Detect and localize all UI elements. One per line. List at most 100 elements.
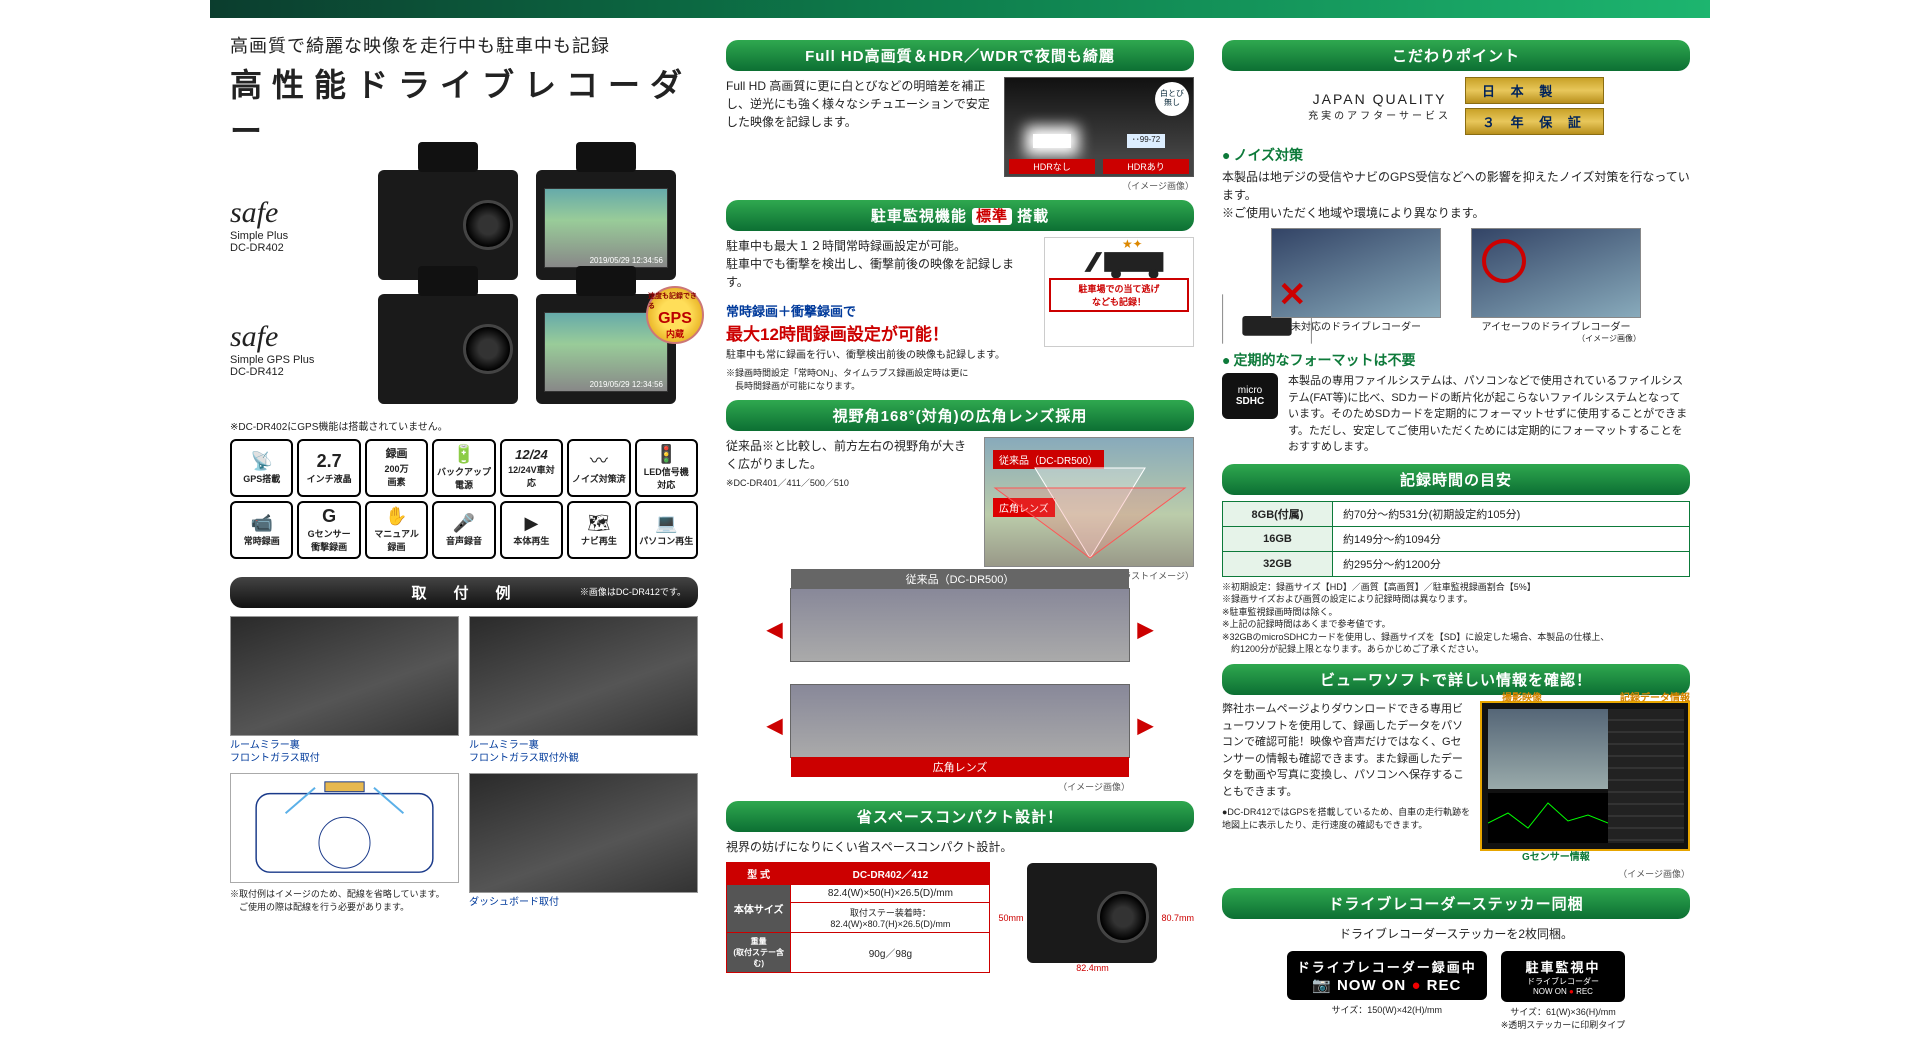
install-photo-exterior [469, 616, 698, 736]
viewer-gsensor-graph [1488, 793, 1608, 843]
badge-made-in-japan: 日 本 製 [1465, 77, 1604, 104]
microsdhc-icon: micro SDHC [1222, 373, 1278, 419]
right-column: こだわりポイント JAPAN QUALITY 充実のアフターサービス 日 本 製… [1222, 32, 1690, 1031]
dim-w: 82.4mm [1027, 963, 1157, 973]
install-diagram [230, 773, 459, 883]
arrow-left-icon: ◀ [767, 713, 782, 738]
hdr-tag-on: HDRあり [1103, 159, 1189, 174]
sec-points-header: こだわりポイント [1222, 40, 1690, 71]
arrow-right-icon: ▶ [1138, 617, 1153, 642]
spec-th: 重量 (取付ステー含む) [727, 933, 791, 973]
sec-parking-header: 駐車監視機能 標準 搭載 駐車監視機能 標準 搭載 [726, 200, 1194, 231]
parking-note: ※録画時間設定「常時ON」、タイムラプス録画設定時は更に 長時間録画が可能になり… [726, 367, 1034, 392]
sticker-lead: ドライブレコーダーステッカーを2枚同梱。 [1222, 925, 1690, 943]
feature-playback: ▶本体再生 [500, 501, 563, 559]
feature-label: バックアップ電源 [436, 465, 491, 491]
viewer-screenshot: 撮影映像 記録データ情報 Gセンサー情報 [1480, 701, 1690, 851]
compare-old-label: 従来品（DC-DR500） [791, 569, 1129, 589]
pixel-icon: 録画 [386, 449, 408, 460]
sticker-parking: 駐車監視中 ドライブレコーダーNOW ON ● REC [1501, 951, 1626, 1002]
spec-th: 本体サイズ [727, 885, 791, 933]
model-logo: safe Simple GPS Plus DC-DR412 [230, 320, 360, 378]
image-caption: （イメージ画像） [790, 780, 1130, 793]
compact-lead: 視界の妨げになりにくい省スペースコンパクト設計。 [726, 838, 1194, 856]
camera-front-image [378, 170, 518, 280]
lens-compare-stack: 従来品（DC-DR500） ◀▶ ◀▶ 広角レンズ （イメージ画像） [790, 588, 1130, 793]
sec-compact-header: 省スペースコンパクト設計！ [726, 801, 1194, 832]
feature-gsensor: GGセンサー 衝撃録画 [297, 501, 360, 559]
noise-image-bad [1271, 228, 1441, 318]
rec-td: 約149分～約1094分 [1333, 526, 1690, 551]
rec-th: 16GB [1223, 526, 1333, 551]
satellite-icon: 📡 [251, 452, 273, 470]
lens-body: 従来品※と比較し、前方左右の視野角が大きく広がりました。 [726, 437, 974, 473]
sticker-recording: ドライブレコーダー録画中 📷 NOW ON ● REC [1287, 951, 1487, 1000]
gps-badge-top: 速度も記録できる [648, 291, 702, 311]
parking-illust-redbox: 駐車場での当て逃げ なども記録！ [1049, 278, 1189, 312]
parking-body-2: 駐車中も常に録画を行い、衝撃検出前後の映像も記録します。 [726, 348, 1034, 363]
feature-label: 200万 画素 [385, 462, 409, 488]
gps-badge-mid: GPS [658, 311, 692, 327]
parking-line-blue: 常時録画＋衝撃録画で [726, 301, 1034, 320]
viewer-label-video: 撮影映像 [1502, 689, 1542, 704]
feature-navi: 🗺ナビ再生 [567, 501, 630, 559]
feature-label: 音声録音 [446, 534, 482, 547]
parking-illustration: ★✦ 駐車場での当て逃げ なども記録！ ●REC [1044, 237, 1194, 347]
rec-dot-icon: ● [1411, 977, 1421, 994]
parking-body-1: 駐車中も最大１２時間常時録画設定が可能。 駐車中でも衝撃を検出し、衝撃前後の映像… [726, 237, 1034, 291]
standard-badge: 標準 [972, 208, 1012, 225]
dim-h2: 50mm [998, 913, 1023, 923]
install-row-2: ※取付例はイメージのため、配線を省略しています。 ご使用の際は配線を行う必要があ… [230, 773, 698, 913]
feature-gps: 📡GPS搭載 [230, 439, 293, 497]
sec-lens-header: 視野角168°(対角)の広角レンズ採用 [726, 400, 1194, 431]
noise-image-good [1471, 228, 1641, 318]
japan-quality-row: JAPAN QUALITY 充実のアフターサービス 日 本 製 ３ 年 保 証 [1222, 77, 1690, 135]
hdr-tag-off: HDRなし [1009, 159, 1095, 174]
feature-lcd: 2.7 インチ液晶 [297, 439, 360, 497]
lcd-size-icon: 2.7 [317, 452, 342, 470]
install-row-1: ルームミラー裏 フロントガラス取付 ルームミラー裏 フロントガラス取付外観 [230, 616, 698, 765]
install-caption: ルームミラー裏 フロントガラス取付外観 [469, 739, 698, 765]
compare-new-label: 広角レンズ [791, 757, 1129, 777]
viewer-label-data: 記録データ情報 [1620, 689, 1690, 704]
sd-bot: SDHC [1236, 396, 1264, 407]
japan-quality-text: JAPAN QUALITY 充実のアフターサービス [1308, 91, 1451, 122]
feature-label: 12/24V車対応 [504, 463, 559, 489]
lens-illustration: 従来品（DC-DR500） 広角レンズ [984, 437, 1194, 567]
feature-backup: 🔋バックアップ電源 [432, 439, 495, 497]
feature-label: 本体再生 [513, 534, 549, 547]
camera-back-image: 2019/05/29 12:34:56 [536, 170, 676, 280]
feature-led: 🚦LED信号機 対応 [635, 439, 698, 497]
compare-old-image: 従来品（DC-DR500） ◀▶ [790, 588, 1130, 662]
viewer-data-list [1608, 709, 1684, 843]
install-caption: ダッシュボード取付 [469, 896, 698, 909]
jq-sub: 充実のアフターサービス [1308, 107, 1451, 122]
map-icon: 🗺 [587, 514, 610, 532]
feature-label: 常時録画 [244, 534, 280, 547]
top-gradient-banner [210, 0, 1710, 18]
tagline-large: 高性能ドライブレコーダー [230, 60, 698, 152]
viewer-note: ●DC-DR412ではGPSを搭載しているため、自車の走行軌跡を地図上に表示した… [1222, 806, 1472, 831]
traffic-light-icon: 🚦 [655, 445, 677, 463]
model-code: DC-DR402 [230, 242, 360, 254]
feature-pc: 💻パソコン再生 [635, 501, 698, 559]
rectime-table: 8GB(付属)約70分～約531分(初期設定約105分) 16GB約149分～約… [1222, 501, 1690, 577]
viewer-label-gsensor: Gセンサー情報 [1522, 848, 1590, 863]
mic-icon: 🎤 [453, 514, 475, 532]
feature-label: パソコン再生 [639, 534, 693, 547]
install-disclaimer: ※取付例はイメージのため、配線を省略しています。 ご使用の際は配線を行う必要があ… [230, 887, 459, 913]
parking-line-red: 最大12時間録画設定が可能！ [726, 320, 1034, 345]
spec-td: 取付ステー装着時：82.4(W)×80.7(H)×26.5(D)/mm [791, 903, 990, 933]
feature-label: インチ液晶 [307, 472, 352, 485]
compare-new-image: ◀▶ 広角レンズ [790, 684, 1130, 758]
brand-subtitle: Simple GPS Plus [230, 354, 360, 366]
gps-badge-bot: 内蔵 [666, 327, 684, 340]
sticker2-caption: サイズ：61(W)×36(H)/mm ※透明ステッカーに印刷タイプ [1501, 1005, 1626, 1031]
spec-table: 型 式DC-DR402／412 本体サイズ82.4(W)×50(H)×26.5(… [726, 862, 990, 973]
feature-label: マニュアル 録画 [374, 527, 419, 553]
svg-text:★✦: ★✦ [1122, 238, 1143, 251]
feature-grid: 📡GPS搭載 2.7 インチ液晶 録画 200万 画素 🔋バックアップ電源 12/2… [230, 439, 698, 559]
feature-voltage: 12/2412/24V車対応 [500, 439, 563, 497]
sd-top: micro [1238, 385, 1262, 396]
arrow-left-icon: ◀ [767, 617, 782, 642]
